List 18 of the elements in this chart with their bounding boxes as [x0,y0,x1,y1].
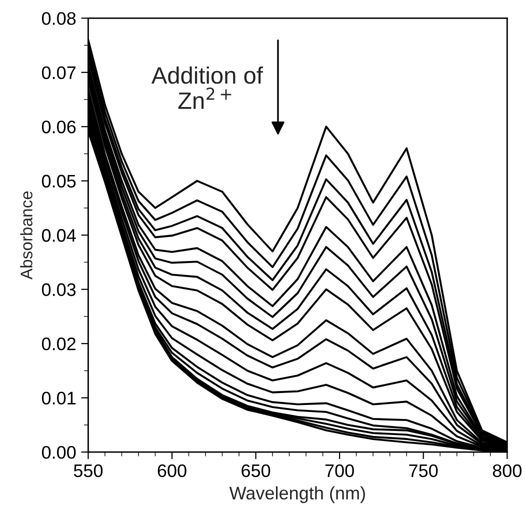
x-tick-label: 750 [409,464,438,478]
y-tick-label: 0.04 [42,229,76,242]
y-axis-title: Absorbance [20,191,32,280]
y-tick-label: 0.05 [42,174,76,188]
x-tick-label: 600 [158,464,186,478]
x-tick-label: 550 [74,464,103,478]
y-tick-label: 0.07 [42,66,76,80]
annotation: Addition of Zn$^{2+}$ [151,66,264,109]
x-tick-label: 700 [325,464,354,478]
y-tick-label: 0.01 [42,392,76,405]
y-tick-label: 0.08 [42,12,76,25]
y-tick-label: 0.02 [42,338,76,350]
x-tick-label: 800 [492,464,522,478]
y-tick-label: 0.06 [42,120,76,134]
y-tick-label: 0.03 [42,283,76,296]
y-tick-label: 0.00 [42,446,76,459]
x-tick-label: 650 [242,464,270,478]
x-axis-title: Wavelength (nm) [229,486,365,504]
